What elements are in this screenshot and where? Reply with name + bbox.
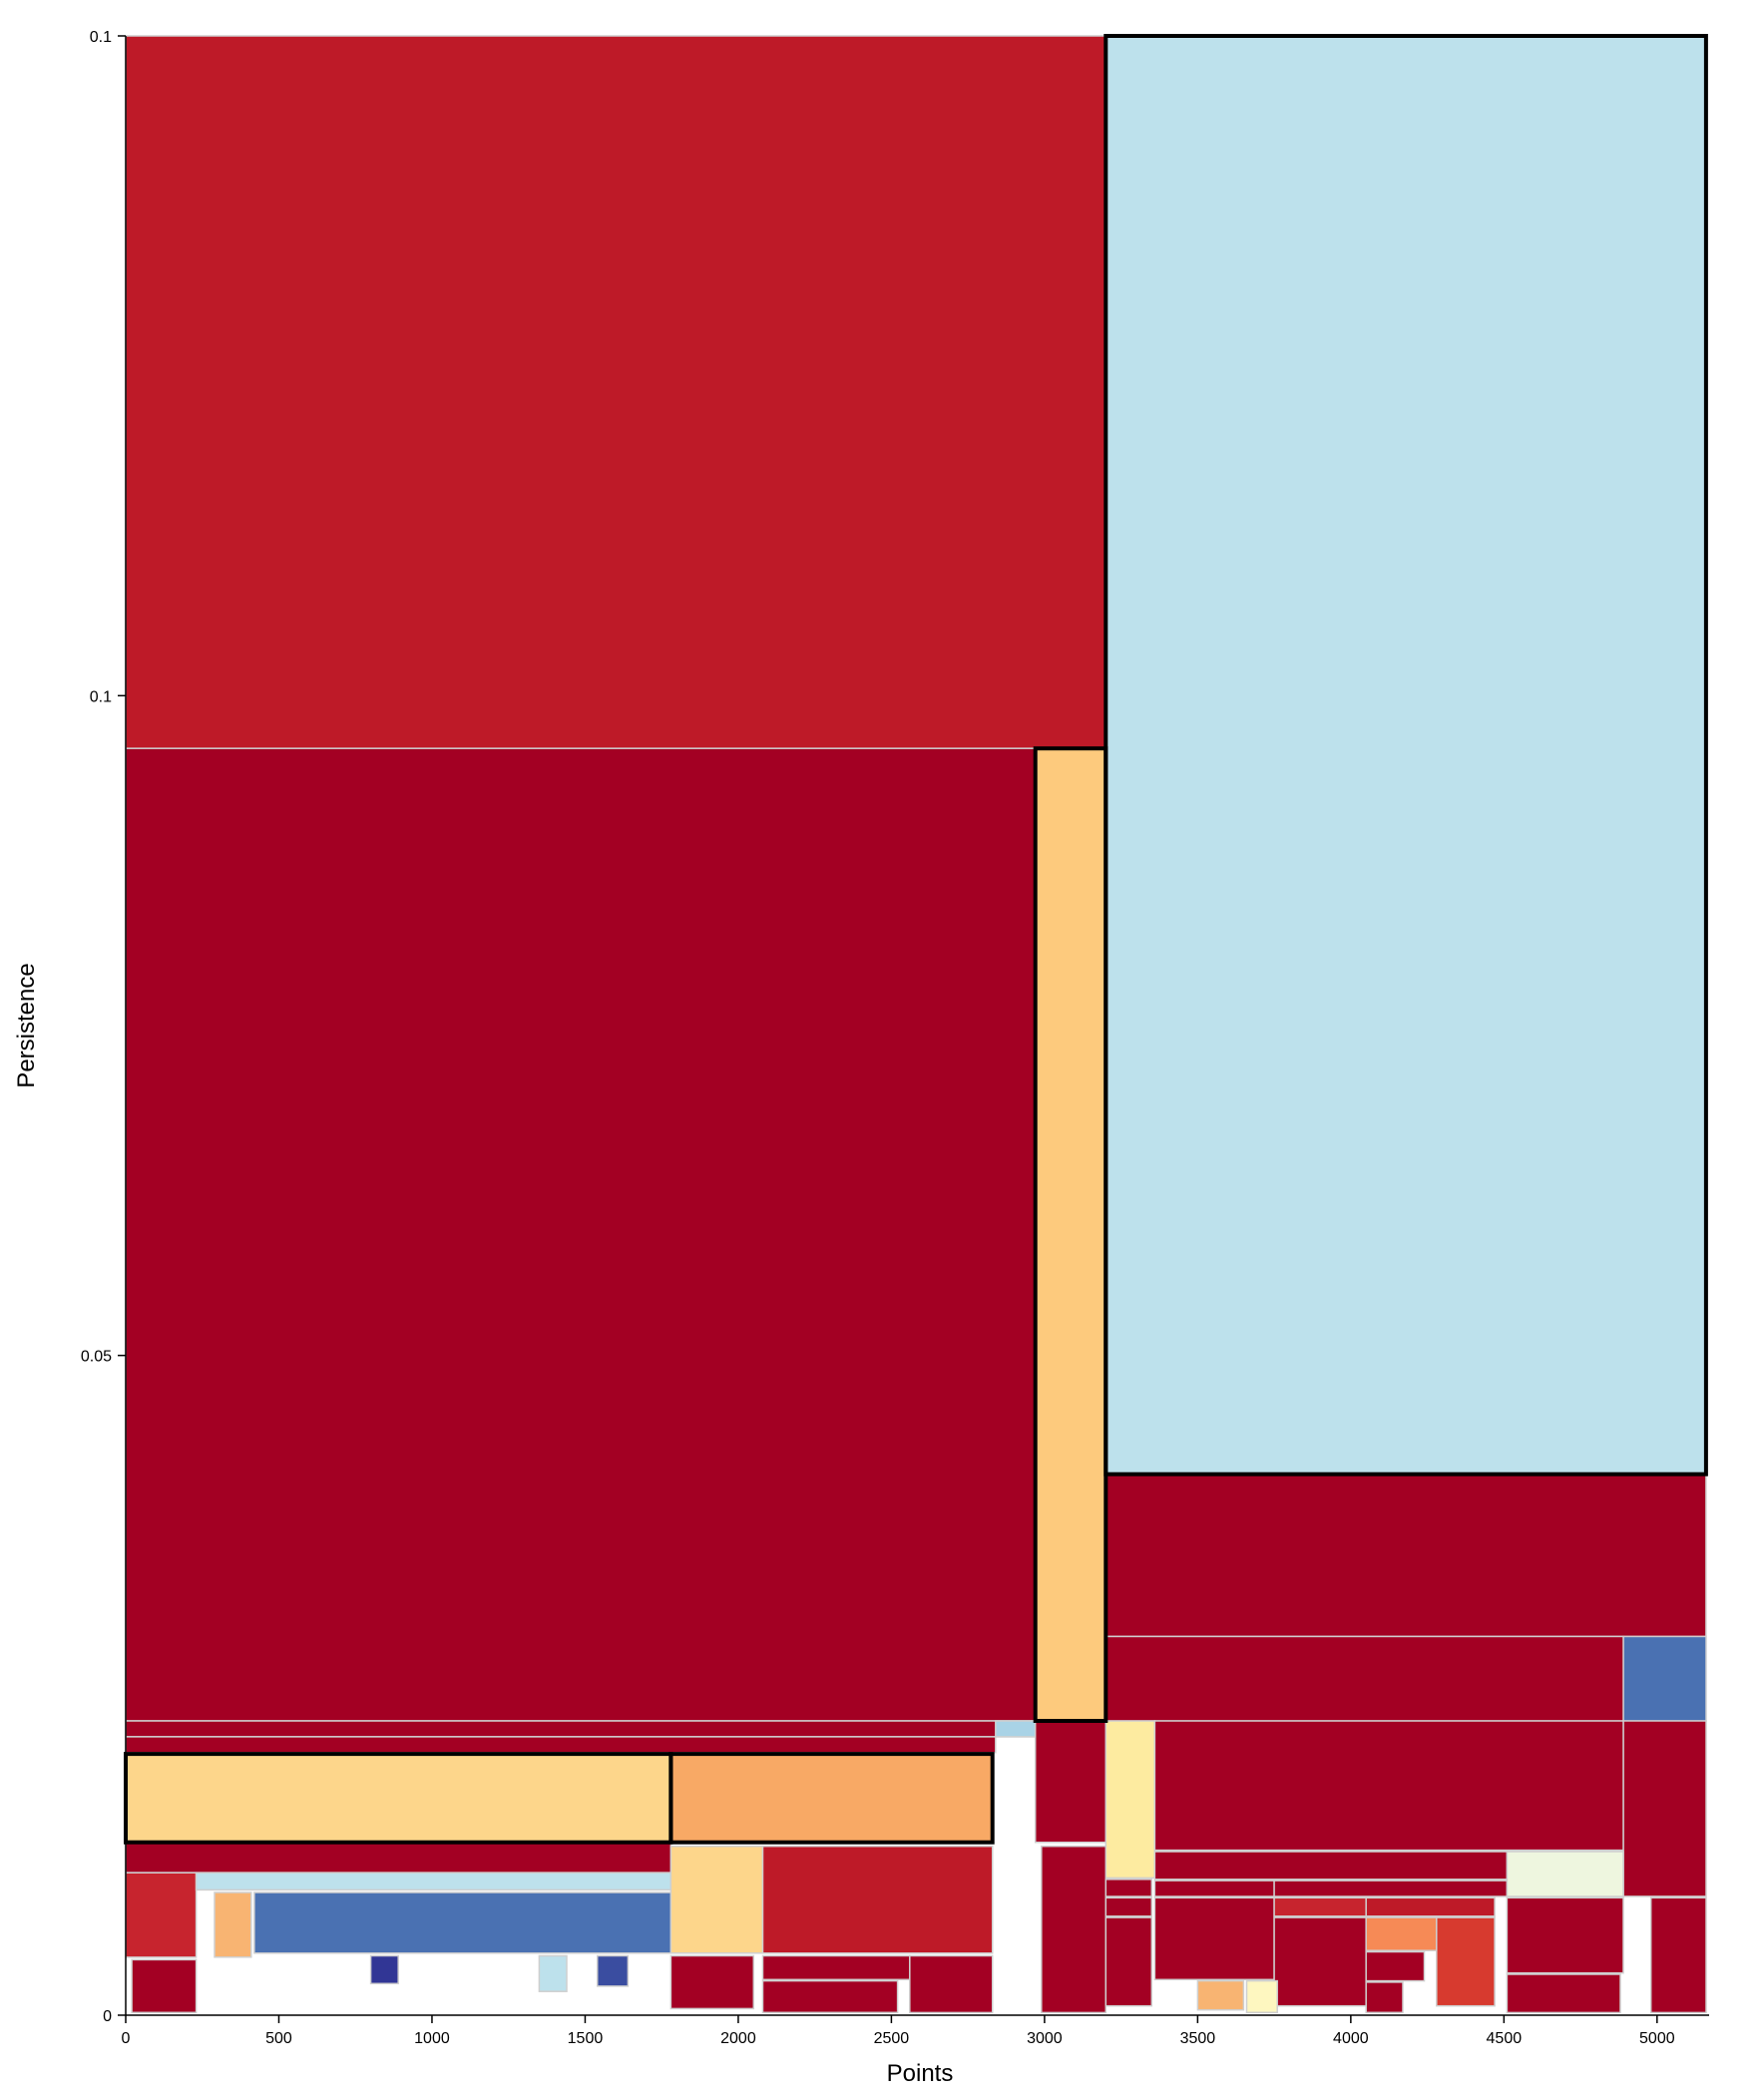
persistence-rect-29 <box>761 1979 899 2014</box>
persistence-rect-4 <box>1104 1472 1707 1638</box>
persistence-rect-41 <box>1273 1916 1367 2007</box>
persistence-rect-1 <box>1104 35 1707 1475</box>
x-tick-label-9: 4500 <box>1487 2030 1523 2047</box>
ticks: 0 500 1000 1500 2000 2500 3000 3500 4000 4500 5000… <box>81 29 1675 2047</box>
persistence-rect-49 <box>1649 1896 1707 2014</box>
rect-layer <box>125 35 1707 2014</box>
persistence-rect-26 <box>761 1845 994 1954</box>
persistence-rect-22 <box>369 1954 399 1985</box>
persistence-rect-7 <box>125 1720 1037 1738</box>
x-tick-label-10: 5000 <box>1639 2030 1675 2047</box>
x-tick-label-2: 1000 <box>414 2030 450 2047</box>
persistence-rect-30 <box>909 1954 994 2014</box>
persistence-rect-28 <box>761 1954 911 1981</box>
y-tick-label-1: 0.05 <box>81 1349 112 1366</box>
persistence-rect-16 <box>1622 1720 1707 1897</box>
highlight-layer <box>124 34 1708 1845</box>
x-axis-title: Points <box>887 2060 954 2087</box>
persistence-rect-13 <box>1034 1720 1107 1844</box>
x-tick-label-4: 2000 <box>720 2030 756 2047</box>
x-tick-label-0: 0 <box>122 2030 131 2047</box>
persistence-rect-10 <box>125 1753 672 1844</box>
persistence-rect-9 <box>995 1720 1037 1738</box>
persistence-rect-33 <box>1104 1896 1153 1917</box>
highlight-outline-3 <box>1033 746 1108 1723</box>
persistence-rect-48 <box>1506 1973 1621 2014</box>
persistence-rect-35 <box>1153 1851 1509 1881</box>
persistence-rect-47 <box>1506 1896 1624 1974</box>
persistence-rect-38 <box>1153 1896 1275 1981</box>
x-tick-label-3: 1500 <box>568 2030 604 2047</box>
persistence-rect-46 <box>1506 1851 1624 1897</box>
persistence-rect-32 <box>1104 1879 1153 1897</box>
persistence-rect-18 <box>195 1872 672 1891</box>
persistence-rect-8 <box>125 1736 997 1754</box>
x-tick-label-5: 2500 <box>874 2030 910 2047</box>
persistence-rect-24 <box>596 1954 630 1987</box>
persistence-rect-14 <box>1104 1720 1156 1880</box>
persistence-rect-39 <box>1273 1896 1367 1917</box>
persistence-rect-15 <box>1153 1720 1624 1852</box>
y-axis-title: Persistence <box>13 963 40 1087</box>
y-tick-label-3: 0.1 <box>90 29 112 46</box>
x-tick-label-7: 3500 <box>1180 2030 1216 2047</box>
persistence-rect-36 <box>1153 1880 1275 1897</box>
persistence-rect-12 <box>125 1841 672 1874</box>
persistence-rect-45 <box>1436 1916 1496 2007</box>
y-tick-label-0: 0 <box>103 2008 112 2025</box>
persistence-rect-51 <box>1245 1979 1278 2014</box>
persistence-rect-31 <box>1041 1845 1107 2014</box>
persistence-rect-44 <box>1365 1981 1404 2014</box>
persistence-rect-19 <box>214 1891 252 1958</box>
axes <box>125 36 1709 2016</box>
persistence-rect-11 <box>669 1753 994 1844</box>
persistence-rect-3 <box>1034 747 1107 1722</box>
persistence-rect-27 <box>669 1954 755 2010</box>
persistence-rect-34 <box>1104 1916 1153 2007</box>
highlight-outline-11 <box>668 1752 995 1845</box>
persistence-rect-50 <box>1196 1979 1245 2011</box>
persistence-rect-17 <box>125 1872 198 1958</box>
persistence-rect-5 <box>1104 1635 1624 1722</box>
persistence-rect-0 <box>125 35 1107 749</box>
persistence-rect-37 <box>1273 1880 1509 1897</box>
persistence-rect-2 <box>125 747 1037 1722</box>
y-tick-label-2: 0.1 <box>90 688 112 705</box>
persistence-rect-40 <box>1365 1896 1496 1917</box>
x-tick-label-6: 3000 <box>1027 2030 1063 2047</box>
persistence-rect-6 <box>1622 1635 1707 1722</box>
x-tick-label-8: 4000 <box>1333 2030 1369 2047</box>
persistence-rect-20 <box>253 1891 672 1954</box>
persistence-rect-25 <box>669 1845 764 1954</box>
persistence-rect-43 <box>1365 1950 1426 1982</box>
persistence-rect-23 <box>538 1954 568 1992</box>
persistence-rect-42 <box>1365 1916 1438 1951</box>
x-tick-label-1: 500 <box>265 2030 292 2047</box>
persistence-rect-21 <box>131 1958 198 2014</box>
